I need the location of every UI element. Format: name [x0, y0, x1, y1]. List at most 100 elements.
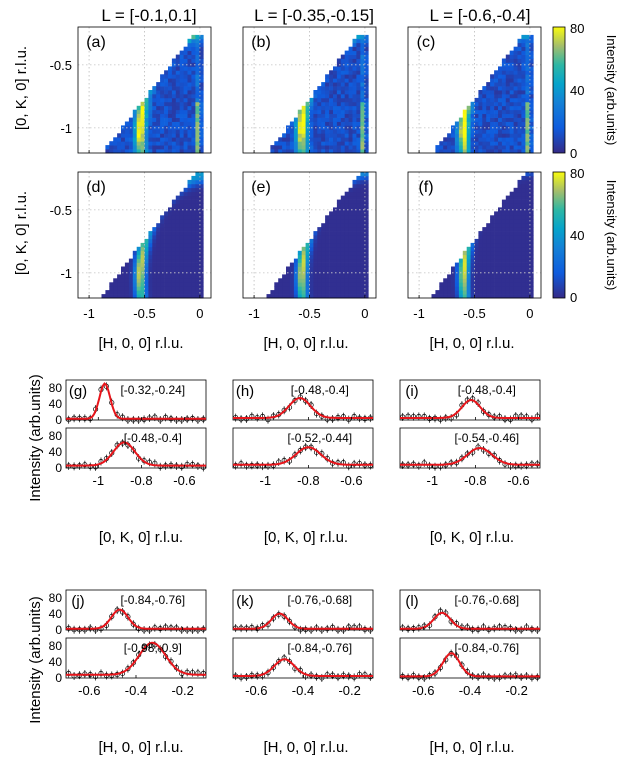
map-pixel	[191, 203, 196, 208]
map-pixel	[175, 70, 181, 75]
map-pixel	[164, 215, 169, 220]
map-pixel	[513, 101, 518, 107]
map-pixel	[356, 187, 361, 193]
map-pixel	[309, 282, 314, 287]
map-pixel	[336, 258, 342, 263]
map-pixel	[486, 266, 491, 271]
map-pixel	[529, 262, 534, 267]
map-xlabel-2: [H, 0, 0] r.l.u.	[263, 335, 348, 352]
map-pixel	[183, 215, 188, 220]
map-pixel	[325, 266, 330, 271]
map-pixel	[482, 145, 487, 150]
map-pixel	[443, 282, 448, 287]
map-pixel	[105, 294, 110, 299]
map-pixel	[352, 191, 357, 197]
map-pixel	[297, 109, 303, 115]
map-pixel	[305, 250, 310, 256]
map-pixel	[360, 231, 365, 236]
map-pixel	[136, 109, 142, 115]
map-pixel	[513, 129, 518, 134]
map-pixel	[517, 113, 522, 118]
map-pixel	[148, 137, 153, 142]
map-pixel	[329, 78, 334, 83]
map-pixel	[494, 121, 499, 126]
map-pixel	[525, 133, 530, 138]
map-pixel	[348, 294, 353, 299]
map-pixel	[132, 294, 138, 299]
map-pixel	[529, 183, 534, 189]
map-pixel	[364, 262, 369, 267]
map-pixel	[509, 238, 515, 244]
map-pixel	[113, 141, 118, 146]
map-pixel	[509, 254, 515, 260]
map-pixel	[356, 175, 361, 181]
xtick-label: -0.6	[340, 473, 362, 488]
map-pixel	[517, 231, 522, 236]
map-pixel	[336, 105, 342, 111]
map-pixel	[509, 101, 515, 107]
map-pixel	[521, 141, 526, 146]
map-pixel	[521, 191, 526, 197]
map-pixel	[187, 86, 192, 91]
map-pixel	[293, 121, 299, 126]
map-pixel	[490, 290, 495, 295]
map-pixel	[474, 109, 479, 115]
map-pixel	[356, 203, 361, 208]
map-pixel	[498, 238, 503, 244]
map-pixel	[195, 137, 200, 142]
map-pixel	[297, 113, 303, 118]
map-pixel	[344, 211, 350, 216]
map-pixel	[364, 274, 369, 279]
map-pixel	[187, 286, 192, 291]
map-pixel	[517, 219, 522, 224]
map-pixel	[148, 129, 153, 134]
map-pixel	[191, 266, 196, 271]
map-pixel	[490, 74, 495, 79]
map-pixel	[447, 282, 452, 287]
map-pixel	[171, 211, 177, 216]
map-pixel	[478, 278, 483, 283]
map-pixel	[521, 125, 526, 130]
map-pixel	[474, 290, 479, 295]
map-pixel	[490, 93, 495, 99]
map-pixel	[187, 223, 192, 228]
map-pixel	[136, 290, 142, 295]
map-pixel	[529, 282, 534, 287]
map-pixel	[191, 290, 196, 295]
map-pixel	[482, 290, 487, 295]
map-pixel	[179, 207, 185, 212]
map-pixel	[305, 254, 310, 260]
map-pixel	[187, 187, 192, 193]
map-pixel	[501, 78, 507, 83]
map-pixel	[195, 203, 200, 208]
map-pixel	[517, 93, 522, 99]
map-pixel	[136, 254, 142, 260]
map-pixel	[183, 227, 188, 232]
map-pixel	[282, 294, 287, 299]
map-pixel	[348, 191, 353, 197]
map-pixel	[470, 282, 475, 287]
map-pixel	[447, 294, 452, 299]
map-pixel	[144, 262, 149, 267]
map-pixel	[156, 235, 161, 240]
map-pixel	[340, 238, 346, 244]
map-pixel	[132, 117, 138, 122]
map-pixel	[458, 274, 464, 279]
map-pixel	[278, 141, 283, 146]
map-pixel	[289, 290, 295, 295]
map-pixel	[513, 141, 518, 146]
data-point	[238, 461, 244, 467]
map-pixel	[168, 242, 173, 248]
map-pixel	[364, 97, 369, 103]
map-pixel	[470, 294, 475, 299]
map-pixel	[297, 129, 303, 134]
map-pixel	[297, 149, 303, 154]
map-pixel	[179, 215, 185, 220]
map-pixel	[529, 270, 534, 275]
map-pixel	[179, 223, 185, 228]
map-pixel	[344, 262, 350, 267]
map-pixel	[179, 101, 185, 107]
map-pixel	[509, 121, 515, 126]
map-pixel	[293, 137, 299, 142]
map-pixel	[364, 42, 369, 48]
